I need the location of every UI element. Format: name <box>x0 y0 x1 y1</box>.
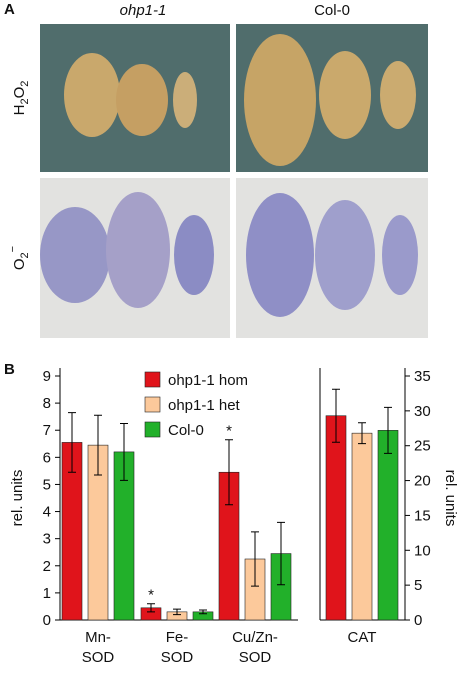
error-bar <box>147 603 155 613</box>
y-tick-label: 4 <box>43 504 51 521</box>
y2-tick-label: 15 <box>414 507 431 524</box>
y-tick-label: 9 <box>43 368 51 385</box>
photos <box>40 24 428 338</box>
error-bar <box>68 412 76 473</box>
legend-swatch <box>144 396 161 413</box>
error-bar <box>332 388 340 443</box>
column-header: ohp1-1 <box>120 2 167 19</box>
significance-mark: * <box>148 587 154 604</box>
y-tick-label: 1 <box>43 585 51 602</box>
x-tick-label-line: Mn- <box>85 629 111 646</box>
legend-label: Col-0 <box>168 422 204 439</box>
column-header: Col-0 <box>314 2 350 19</box>
error-bar <box>173 608 181 616</box>
y-tick-label: 0 <box>43 612 51 629</box>
x-tick-label: Mn- SOD <box>82 629 115 666</box>
bar <box>351 432 373 621</box>
x-tick-label-line: CAT <box>348 629 377 646</box>
error-bar <box>120 422 128 481</box>
x-tick-label-line: Fe- <box>166 629 189 646</box>
y-tick-label: 8 <box>43 395 51 412</box>
x-tick-label: Cu/Zn- SOD <box>232 629 278 666</box>
row-label: O2− <box>7 246 31 270</box>
significance-mark: * <box>226 423 232 440</box>
y-axis-title: rel. units <box>9 470 26 527</box>
error-bar <box>199 609 207 615</box>
y2-tick-label: 25 <box>414 438 431 455</box>
panel-label: A <box>4 1 15 18</box>
error-bar <box>358 422 366 445</box>
error-bar <box>384 406 392 454</box>
y2-tick-label: 0 <box>414 612 422 629</box>
legend-swatch <box>144 371 161 388</box>
y-tick-label: 7 <box>43 422 51 439</box>
legend-label: ohp1-1 hom <box>168 372 248 389</box>
error-bar <box>94 414 102 476</box>
legend-label: ohp1-1 het <box>168 397 241 414</box>
error-bar <box>251 531 259 587</box>
y-tick-label: 5 <box>43 476 51 493</box>
y2-tick-label: 10 <box>414 542 431 559</box>
bar <box>377 430 399 621</box>
y2-tick-label: 5 <box>414 577 422 594</box>
x-tick-label-line: Cu/Zn- <box>232 629 278 646</box>
panel-label: B <box>4 361 15 378</box>
y2-tick-label: 30 <box>414 403 431 420</box>
x-tick-label: CAT <box>348 629 377 646</box>
y-tick-label: 2 <box>43 558 51 575</box>
y-tick-label: 3 <box>43 531 51 548</box>
error-bar <box>225 439 233 506</box>
y-tick-label: 6 <box>43 449 51 466</box>
x-tick-label-line: SOD <box>161 649 194 666</box>
y2-tick-label: 20 <box>414 473 431 490</box>
x-tick-label-line: SOD <box>239 649 272 666</box>
error-bar <box>277 521 285 586</box>
bar <box>325 415 347 621</box>
y2-axis-title: rel. units <box>442 470 457 527</box>
x-tick-label: Fe- SOD <box>161 629 194 666</box>
x-tick-label-line: SOD <box>82 649 115 666</box>
row-label: H2O2 <box>11 81 31 116</box>
legend-swatch <box>144 421 161 438</box>
y2-tick-label: 35 <box>414 368 431 385</box>
